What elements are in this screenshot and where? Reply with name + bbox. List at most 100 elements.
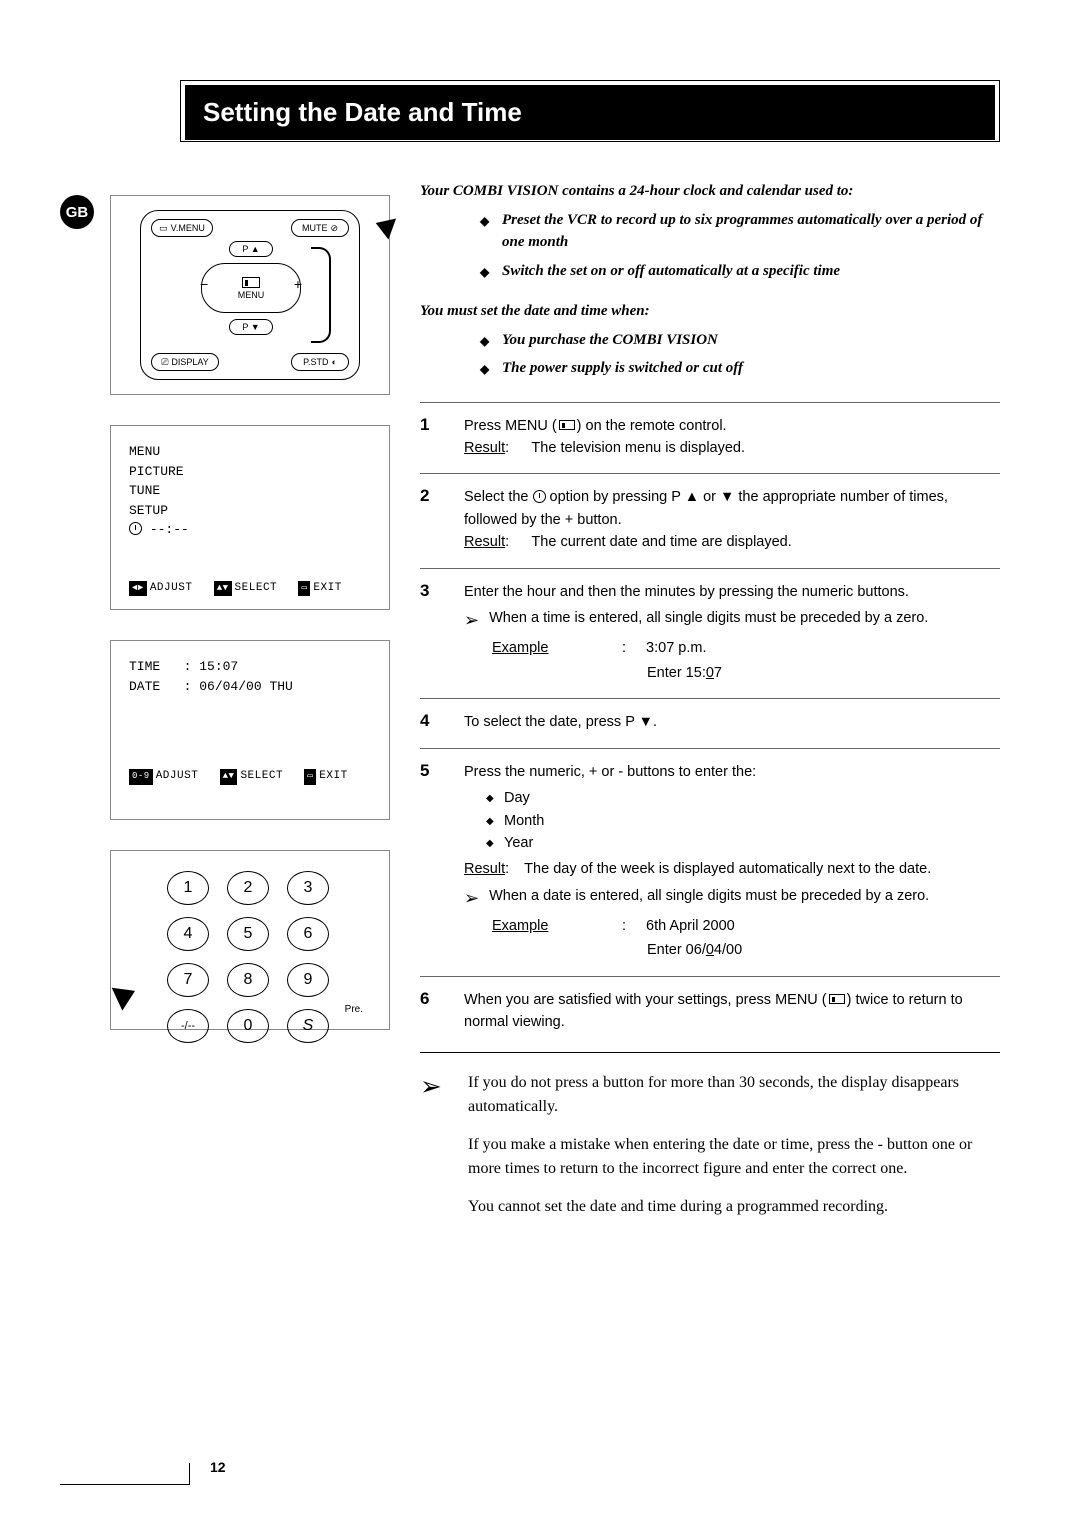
osd-clock-value: --:-- <box>150 522 189 537</box>
intro-list: Preset the VCR to record up to six progr… <box>480 209 1000 283</box>
example-value: Enter 15:07 <box>647 662 722 684</box>
pre-label: Pre. <box>345 1004 363 1015</box>
mute-button[interactable]: MUTE⊘ <box>291 219 349 237</box>
intro-must: You must set the date and time when: <box>420 300 1000 323</box>
title-frame: Setting the Date and Time <box>180 80 1000 142</box>
step-sublist: Day Month Year <box>486 787 1000 854</box>
key-6[interactable]: 6 <box>287 917 329 951</box>
time-label: TIME <box>129 659 160 674</box>
step-4: 4 To select the date, press P ▼. <box>420 698 1000 747</box>
key-4[interactable]: 4 <box>167 917 209 951</box>
menu-label[interactable]: MENU <box>238 290 265 300</box>
footer-select: SELECT <box>235 582 278 594</box>
bottom-note: ➢ If you do not press a button for more … <box>420 1052 1000 1233</box>
pointer-icon <box>112 979 141 1010</box>
page-number: 12 <box>210 1459 226 1475</box>
osd-menu-panel: MENU PICTURE TUNE SETUP --:-- ◄►ADJUST ▲… <box>110 425 390 610</box>
note-paragraph: You cannot set the date and time during … <box>468 1195 1000 1219</box>
step-1: 1 Press MENU () on the remote control. R… <box>420 402 1000 474</box>
menu-icon <box>559 420 575 430</box>
keypad-panel: 1 2 3 4 5 6 7 8 9 -/-- 0 S Pre. <box>110 850 390 1030</box>
key-8[interactable]: 8 <box>227 963 269 997</box>
remote-outline: ▭V.MENU MUTE⊘ P ▲ − MENU + P ▼ ⎚DISPLAY … <box>140 210 360 380</box>
pstd-label: P.STD <box>303 357 328 367</box>
key-3[interactable]: 3 <box>287 871 329 905</box>
step-6: 6 When you are satisfied with your setti… <box>420 976 1000 1048</box>
step-number: 3 <box>420 581 444 684</box>
display-label: DISPLAY <box>171 357 208 367</box>
step-body: When you are satisfied with your setting… <box>464 989 1000 1034</box>
p-down-button[interactable]: P ▼ <box>229 319 273 335</box>
step-2: 2 Select the option by pressing P ▲ or ▼… <box>420 473 1000 567</box>
mute-label: MUTE <box>302 223 328 233</box>
note-arrow-icon: ➢ <box>420 1071 450 1233</box>
pstd-button[interactable]: P.STD◐ <box>291 353 349 371</box>
key-0[interactable]: 0 <box>227 1009 269 1043</box>
example-value: 6th April 2000 <box>646 915 735 937</box>
key-dash[interactable]: -/-- <box>167 1009 209 1043</box>
note-arrow-icon: ➢ <box>464 607 479 635</box>
footer-adjust: ADJUST <box>150 582 193 594</box>
osd-date-row: DATE : 06/04/00 THU <box>129 677 371 697</box>
vmenu-button[interactable]: ▭V.MENU <box>151 219 213 237</box>
osd-time-panel: TIME : 15:07 DATE : 06/04/00 THU 0-9ADJU… <box>110 640 390 820</box>
note-arrow-icon: ➢ <box>464 885 479 913</box>
display-button[interactable]: ⎚DISPLAY <box>151 353 219 371</box>
step-number: 1 <box>420 415 444 460</box>
key-5[interactable]: 5 <box>227 917 269 951</box>
footer-exit: EXIT <box>319 770 347 782</box>
minus-button[interactable]: − <box>200 276 208 292</box>
step-note: When a date is entered, all single digit… <box>489 885 929 913</box>
result-text: : The day of the week is displayed autom… <box>505 861 931 877</box>
page-corner-rule <box>60 1463 190 1485</box>
step-note: When a time is entered, all single digit… <box>489 607 928 635</box>
intro-must-item: You purchase the COMBI VISION <box>480 329 1000 352</box>
list-item: Day <box>486 787 1000 809</box>
time-value: : 15:07 <box>184 659 239 674</box>
osd-line: MENU <box>129 442 371 462</box>
footer-exit: EXIT <box>313 582 341 594</box>
clock-icon <box>129 522 142 535</box>
intro-must-list: You purchase the COMBI VISION The power … <box>480 329 1000 380</box>
keypad-grid: 1 2 3 4 5 6 7 8 9 -/-- 0 S <box>165 871 335 1043</box>
osd-line: TUNE <box>129 481 371 501</box>
note-paragraph: If you make a mistake when entering the … <box>468 1133 1000 1181</box>
menu-icon <box>829 994 845 1004</box>
step-5: 5 Press the numeric, + or - buttons to e… <box>420 748 1000 976</box>
step-body: Press MENU () on the remote control. Res… <box>464 415 1000 460</box>
step-number: 6 <box>420 989 444 1034</box>
intro-item: Preset the VCR to record up to six progr… <box>480 209 1000 254</box>
key-1[interactable]: 1 <box>167 871 209 905</box>
result-label: Result <box>464 440 505 456</box>
intro-lead: Your COMBI VISION contains a 24-hour clo… <box>420 180 1000 203</box>
osd-line: SETUP <box>129 501 371 521</box>
p-up-button[interactable]: P ▲ <box>229 241 273 257</box>
step-text: Select the <box>464 489 533 505</box>
example-label: Example <box>492 915 622 937</box>
key-9[interactable]: 9 <box>287 963 329 997</box>
step-number: 2 <box>420 486 444 553</box>
pointer-icon <box>372 212 396 239</box>
language-badge: GB <box>60 195 94 229</box>
step-text: When you are satisfied with your setting… <box>464 992 827 1008</box>
key-2[interactable]: 2 <box>227 871 269 905</box>
note-paragraph: If you do not press a button for more th… <box>468 1071 1000 1119</box>
osd-clock-line: --:-- <box>129 520 371 540</box>
step-body: Enter the hour and then the minutes by p… <box>464 581 1000 684</box>
step-body: Press the numeric, + or - buttons to ent… <box>464 761 1000 962</box>
step-text: Enter the hour and then the minutes by p… <box>464 581 1000 603</box>
osd-line: PICTURE <box>129 462 371 482</box>
date-value: : 06/04/00 THU <box>184 679 293 694</box>
bracket-icon <box>311 247 331 343</box>
key-7[interactable]: 7 <box>167 963 209 997</box>
step-body: To select the date, press P ▼. <box>464 711 1000 733</box>
result-text: : The current date and time are displaye… <box>505 534 792 550</box>
key-s[interactable]: S <box>287 1009 329 1043</box>
menu-icon <box>242 277 260 288</box>
list-item: Month <box>486 810 1000 832</box>
step-3: 3 Enter the hour and then the minutes by… <box>420 568 1000 698</box>
footer-adjust: ADJUST <box>156 770 199 782</box>
plus-button[interactable]: + <box>294 276 302 292</box>
step-body: Select the option by pressing P ▲ or ▼ t… <box>464 486 1000 553</box>
page-title: Setting the Date and Time <box>185 85 995 140</box>
